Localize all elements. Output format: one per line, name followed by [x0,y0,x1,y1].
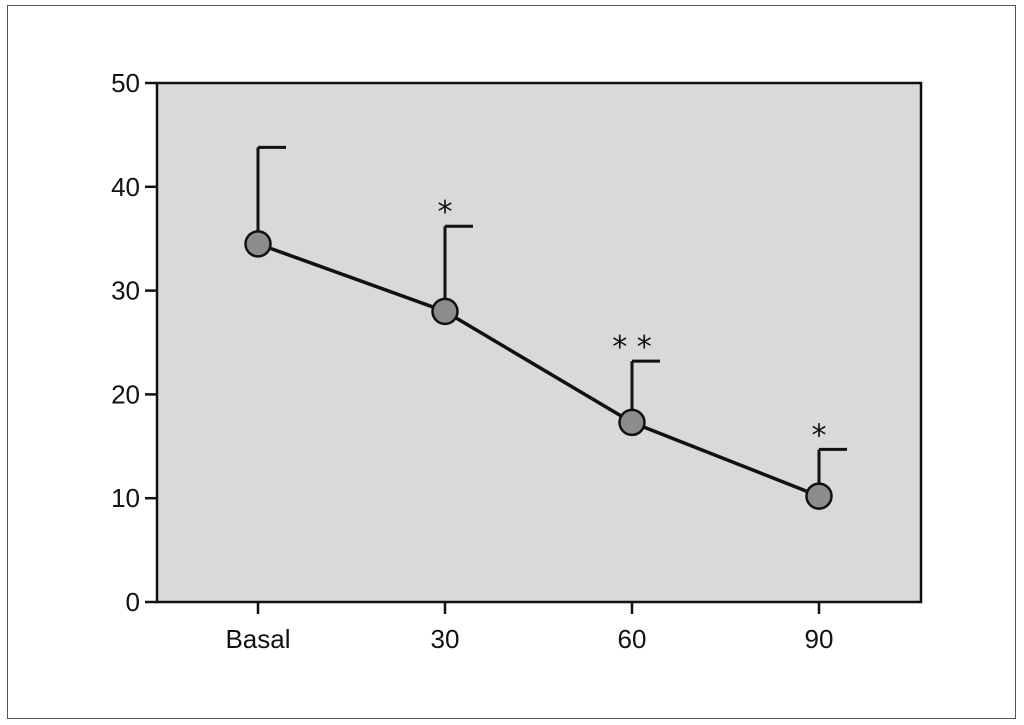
data-point [618,408,646,437]
x-tick-label: 90 [805,624,834,654]
x-tick-label: Basal [225,624,290,654]
y-tick-label: 0 [126,587,140,617]
significance-marker: * * [612,330,652,365]
y-tick-label: 10 [111,483,140,513]
data-point [431,297,459,326]
y-tick-label: 30 [111,276,140,306]
series-mean-line: * * * * [244,145,847,510]
y-axis: 0 10 20 30 40 50 [111,68,157,617]
x-tick-label: 30 [431,624,460,654]
series-line [257,242,820,498]
y-tick-label: 50 [111,68,140,98]
data-point [244,230,272,258]
significance-marker: * [438,195,453,230]
y-tick-label: 40 [111,172,140,202]
y-tick-label: 20 [111,379,140,409]
x-tick-label: 60 [618,624,647,654]
plot-area [155,81,923,604]
significance-marker: * [812,418,827,453]
x-axis: Basal 30 60 90 [225,602,833,654]
data-point [805,482,833,510]
